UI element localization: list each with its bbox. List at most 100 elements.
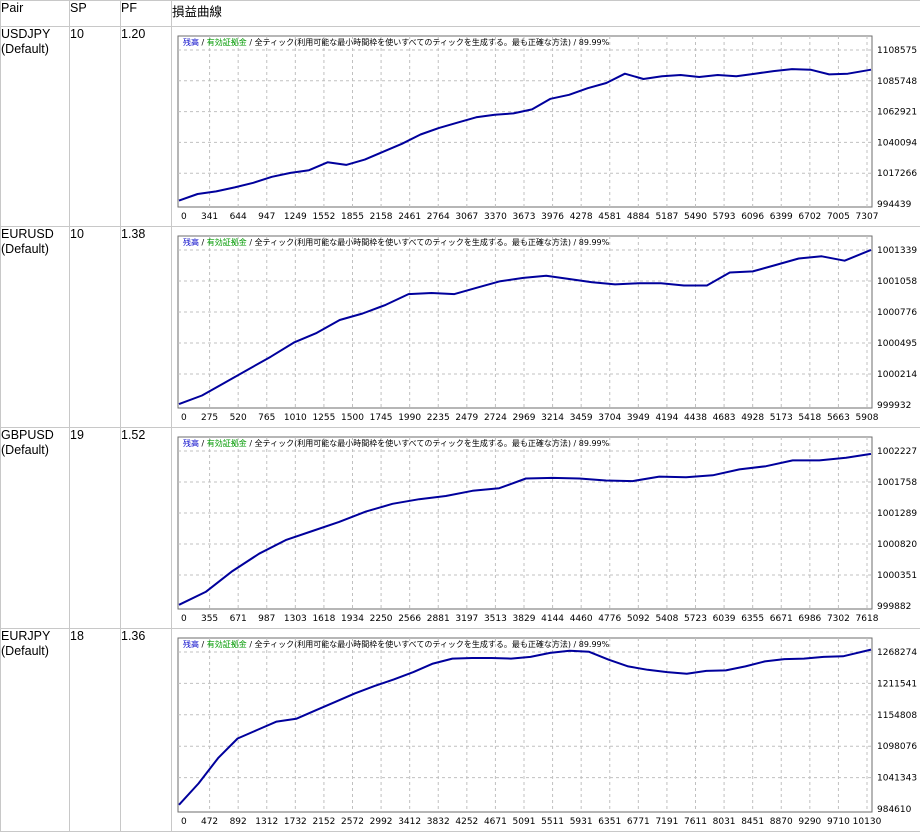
legend-sep1: / xyxy=(199,640,207,649)
x-tick-label: 1500 xyxy=(341,413,364,423)
x-tick-label: 3949 xyxy=(627,413,650,423)
x-tick-label: 2881 xyxy=(427,614,450,624)
x-tick-label: 6671 xyxy=(770,614,793,624)
legend-sep2: / xyxy=(247,640,255,649)
legend-balance: 残高 xyxy=(183,37,199,47)
table-row: GBPUSD (Default) 19 1.52 1002227 1001758 1… xyxy=(1,428,920,629)
x-tick-label: 2461 xyxy=(398,212,421,222)
x-tick-label: 987 xyxy=(258,614,275,624)
x-tick-label: 8451 xyxy=(741,817,764,827)
pair-mode: (Default) xyxy=(1,644,69,659)
x-tick-label: 3832 xyxy=(427,817,450,827)
x-tick-label: 7618 xyxy=(856,614,879,624)
y-tick-label: 1000776 xyxy=(877,308,917,318)
legend-balance: 残高 xyxy=(183,639,199,649)
x-tick-label: 6771 xyxy=(627,817,650,827)
x-tick-label: 3370 xyxy=(484,212,507,222)
legend-sep2: / xyxy=(247,38,255,47)
chart-legend: 残高 / 有効証拠金 / 全ティック(利用可能な最小時間枠を使いすべてのティック… xyxy=(183,37,610,47)
profit-factor-value: 1.38 xyxy=(121,227,172,428)
x-tick-label: 472 xyxy=(201,817,218,827)
x-tick-label: 1010 xyxy=(284,413,307,423)
x-tick-label: 6096 xyxy=(741,212,764,222)
x-tick-label: 2724 xyxy=(484,413,507,423)
profit-factor-value: 1.20 xyxy=(121,27,172,227)
x-tick-label: 520 xyxy=(230,413,247,423)
header-equity-curve: 損益曲線 xyxy=(172,1,920,27)
x-tick-label: 1732 xyxy=(284,817,307,827)
x-tick-label: 3197 xyxy=(455,614,478,624)
pair-cell: EURUSD (Default) xyxy=(1,227,70,428)
x-tick-label: 3976 xyxy=(541,212,564,222)
plot-area xyxy=(178,236,872,408)
pair-name: GBPUSD xyxy=(1,428,69,443)
x-tick-label: 0 xyxy=(181,614,187,624)
legend-sep1: / xyxy=(199,238,207,247)
y-tick-label: 1041343 xyxy=(877,774,917,784)
x-tick-label: 2992 xyxy=(370,817,393,827)
chart-legend: 残高 / 有効証拠金 / 全ティック(利用可能な最小時間枠を使いすべてのティック… xyxy=(183,237,610,247)
legend-margin: 有効証拠金 xyxy=(207,438,247,448)
y-tick-label: 1001758 xyxy=(877,478,917,488)
x-tick-label: 4252 xyxy=(455,817,478,827)
x-tick-label: 2152 xyxy=(312,817,335,827)
x-tick-label: 1855 xyxy=(341,212,364,222)
y-tick-label: 1000214 xyxy=(877,370,917,380)
legend-sep1: / xyxy=(199,38,207,47)
x-tick-label: 4460 xyxy=(570,614,593,624)
profit-factor-value: 1.36 xyxy=(121,629,172,832)
x-tick-label: 892 xyxy=(230,817,247,827)
x-tick-label: 4928 xyxy=(741,413,764,423)
x-tick-label: 7005 xyxy=(827,212,850,222)
pair-mode: (Default) xyxy=(1,42,69,57)
x-tick-label: 1745 xyxy=(370,413,393,423)
x-tick-label: 4683 xyxy=(713,413,736,423)
equity-chart-gbpusd: 1002227100175810012891000820100035199988… xyxy=(172,428,920,627)
x-tick-label: 6986 xyxy=(798,614,821,624)
pair-cell: EURJPY (Default) xyxy=(1,629,70,832)
x-tick-label: 8870 xyxy=(770,817,793,827)
x-tick-label: 7307 xyxy=(856,212,879,222)
pair-name: EURUSD xyxy=(1,227,69,242)
x-tick-label: 5408 xyxy=(655,614,678,624)
y-tick-label: 1000351 xyxy=(877,571,917,581)
y-tick-label: 1211541 xyxy=(877,679,917,689)
y-tick-label: 1000820 xyxy=(877,540,917,550)
x-tick-label: 10130 xyxy=(853,817,882,827)
x-tick-label: 3513 xyxy=(484,614,507,624)
x-tick-label: 341 xyxy=(201,212,218,222)
legend-model: 全ティック(利用可能な最小時間枠を使いすべてのティックを生成する。最も正確な方法… xyxy=(255,438,610,448)
x-tick-label: 1255 xyxy=(312,413,335,423)
x-tick-label: 5663 xyxy=(827,413,850,423)
x-tick-label: 8031 xyxy=(713,817,736,827)
x-tick-label: 5187 xyxy=(655,212,678,222)
x-tick-label: 1618 xyxy=(312,614,335,624)
y-tick-label: 1154808 xyxy=(877,711,917,721)
x-tick-label: 3067 xyxy=(455,212,478,222)
plot-area xyxy=(178,638,872,812)
y-tick-label: 1098076 xyxy=(877,742,917,752)
x-tick-label: 5091 xyxy=(513,817,536,827)
equity-chart-eurjpy: 1268274121154111548081098076104134398461… xyxy=(172,629,920,830)
x-tick-label: 4671 xyxy=(484,817,507,827)
x-tick-label: 5490 xyxy=(684,212,707,222)
y-tick-label: 1268274 xyxy=(877,648,917,658)
x-tick-label: 4194 xyxy=(655,413,678,423)
x-tick-label: 7611 xyxy=(684,817,707,827)
pair-mode: (Default) xyxy=(1,443,69,458)
profit-factor-value: 1.52 xyxy=(121,428,172,629)
x-tick-label: 1552 xyxy=(312,212,335,222)
y-tick-label: 1002227 xyxy=(877,447,917,457)
x-tick-label: 2158 xyxy=(370,212,393,222)
x-tick-label: 4438 xyxy=(684,413,707,423)
equity-chart-eurusd: 1001339100105810007761000495100021499993… xyxy=(172,227,920,426)
y-tick-label: 994439 xyxy=(877,200,912,210)
x-tick-label: 4884 xyxy=(627,212,650,222)
x-tick-label: 1312 xyxy=(255,817,278,827)
legend-margin: 有効証拠金 xyxy=(207,237,247,247)
x-tick-label: 4144 xyxy=(541,614,564,624)
spread-value: 19 xyxy=(70,428,121,629)
